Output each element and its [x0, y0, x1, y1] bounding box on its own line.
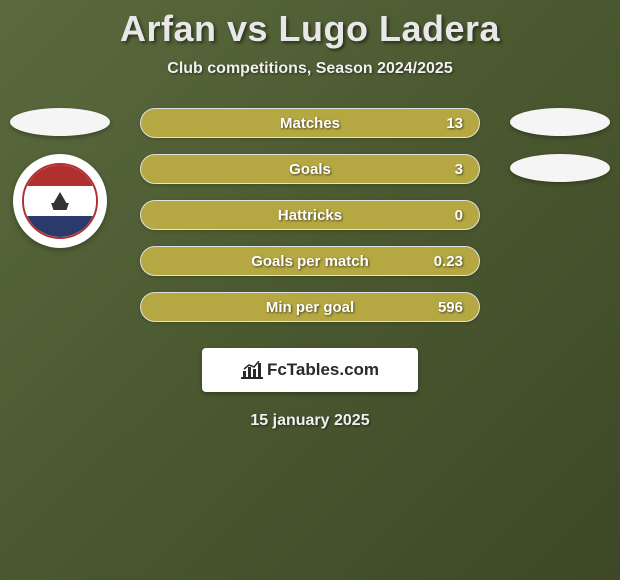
stat-bars: Matches 13 Goals 3 Hattricks 0 Goals per…	[140, 108, 480, 322]
stat-label: Goals	[289, 161, 331, 178]
stat-label: Min per goal	[266, 299, 354, 316]
badge-bottom-stripe	[24, 216, 96, 237]
stat-value: 0	[455, 207, 463, 224]
stat-value: 0.23	[434, 253, 463, 270]
page-title: Arfan vs Lugo Ladera	[0, 8, 620, 50]
date-text: 15 january 2025	[0, 412, 620, 430]
right-column	[510, 108, 610, 182]
badge-inner	[22, 163, 98, 239]
brand-text: FcTables.com	[267, 360, 379, 380]
stat-value: 596	[438, 299, 463, 316]
player-ellipse-right-1	[510, 108, 610, 136]
header: Arfan vs Lugo Ladera Club competitions, …	[0, 0, 620, 78]
left-column	[10, 108, 110, 248]
stat-bar: Goals 3	[140, 154, 480, 184]
subtitle: Club competitions, Season 2024/2025	[0, 60, 620, 78]
player-ellipse-right-2	[510, 154, 610, 182]
stat-value: 3	[455, 161, 463, 178]
stat-bar: Goals per match 0.23	[140, 246, 480, 276]
player-ellipse-left	[10, 108, 110, 136]
stat-label: Goals per match	[251, 253, 369, 270]
stat-label: Matches	[280, 115, 340, 132]
stat-bar: Hattricks 0	[140, 200, 480, 230]
content: Matches 13 Goals 3 Hattricks 0 Goals per…	[0, 108, 620, 430]
club-badge-left	[13, 154, 107, 248]
chart-icon	[241, 361, 263, 379]
badge-mid-stripe	[24, 186, 96, 216]
ship-icon	[47, 192, 73, 210]
stat-bar: Min per goal 596	[140, 292, 480, 322]
badge-top-stripe	[24, 165, 96, 186]
stat-label: Hattricks	[278, 207, 342, 224]
brand-box[interactable]: FcTables.com	[202, 348, 418, 392]
stat-bar: Matches 13	[140, 108, 480, 138]
stat-value: 13	[446, 115, 463, 132]
